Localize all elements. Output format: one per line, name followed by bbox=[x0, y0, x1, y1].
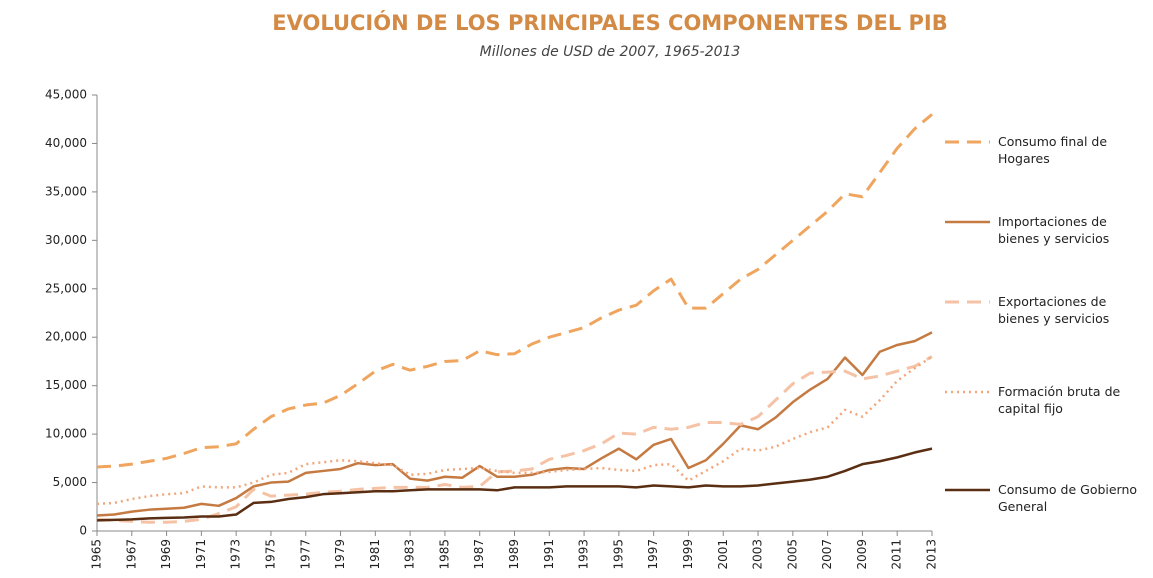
x-tick-label: 1981 bbox=[368, 539, 382, 570]
x-tick-label: 1965 bbox=[90, 539, 104, 570]
y-tick-label: 5,000 bbox=[53, 475, 87, 489]
x-tick-label: 1983 bbox=[403, 539, 417, 570]
x-tick-label: 2007 bbox=[820, 539, 834, 570]
y-tick-label: 35,000 bbox=[45, 184, 87, 198]
chart-subtitle: Millones de USD de 2007, 1965-2013 bbox=[480, 44, 741, 60]
y-tick-label: 10,000 bbox=[45, 427, 87, 441]
x-tick-label: 1977 bbox=[298, 539, 312, 570]
x-tick-label: 1971 bbox=[194, 539, 208, 570]
x-tick-label: 2013 bbox=[925, 539, 939, 570]
chart: EVOLUCIÓN DE LOS PRINCIPALES COMPONENTES… bbox=[0, 0, 1153, 578]
series-line bbox=[97, 449, 932, 521]
legend-label: Importaciones de bienes y servicios bbox=[998, 213, 1148, 247]
legend-label: Consumo de Gobierno General bbox=[998, 481, 1148, 515]
x-tick-label: 1985 bbox=[437, 539, 451, 570]
y-tick-label: 25,000 bbox=[45, 281, 87, 295]
x-tick-label: 1991 bbox=[542, 539, 556, 570]
x-tick-label: 1975 bbox=[263, 539, 277, 570]
x-tick-label: 1973 bbox=[229, 539, 243, 570]
y-tick-label: 30,000 bbox=[45, 233, 87, 247]
series-line bbox=[97, 114, 932, 467]
x-tick-label: 1979 bbox=[333, 539, 347, 570]
x-tick-label: 1993 bbox=[577, 539, 591, 570]
series-line bbox=[97, 357, 932, 523]
y-tick-label: 40,000 bbox=[45, 136, 87, 150]
y-tick-label: 20,000 bbox=[45, 330, 87, 344]
x-tick-label: 2003 bbox=[751, 539, 765, 570]
series-line bbox=[97, 357, 932, 504]
x-tick-label: 1989 bbox=[507, 539, 521, 570]
page: EVOLUCIÓN DE LOS PRINCIPALES COMPONENTES… bbox=[0, 0, 1153, 578]
y-tick-label: 0 bbox=[79, 524, 87, 538]
x-tick-label: 1995 bbox=[611, 539, 625, 570]
x-tick-label: 2001 bbox=[716, 539, 730, 570]
legend-label: Exportaciones de bienes y servicios bbox=[998, 293, 1148, 327]
y-tick-label: 15,000 bbox=[45, 378, 87, 392]
x-tick-label: 1997 bbox=[646, 539, 660, 570]
x-tick-label: 1987 bbox=[472, 539, 486, 570]
x-tick-label: 1969 bbox=[159, 539, 173, 570]
x-tick-label: 1967 bbox=[124, 539, 138, 570]
legend-label: Formación bruta de capital fijo bbox=[998, 383, 1148, 417]
x-tick-label: 2009 bbox=[855, 539, 869, 570]
chart-title: EVOLUCIÓN DE LOS PRINCIPALES COMPONENTES… bbox=[272, 10, 947, 35]
x-tick-label: 2005 bbox=[785, 539, 799, 570]
x-tick-label: 2011 bbox=[890, 539, 904, 570]
legend-label: Consumo final de Hogares bbox=[998, 133, 1148, 167]
y-tick-label: 45,000 bbox=[45, 88, 87, 102]
x-tick-label: 1999 bbox=[681, 539, 695, 570]
